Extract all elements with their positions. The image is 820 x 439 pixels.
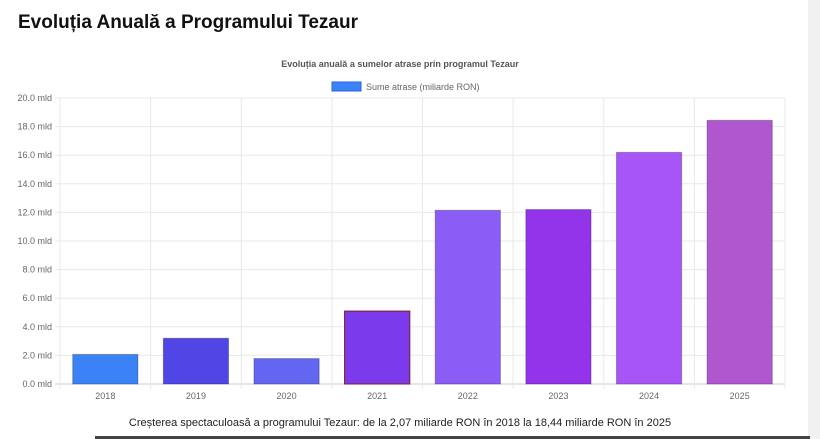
y-tick-label: 18.0 mld [17,122,52,132]
bar-2024 [615,151,683,385]
x-tick-label: 2023 [548,391,568,401]
x-tick-label: 2024 [639,391,659,401]
y-tick-label: 4.0 mld [22,322,52,332]
legend-label: Sume atrase (miliarde RON) [366,82,480,92]
x-tick-label: 2022 [458,391,478,401]
y-tick-label: 16.0 mld [17,150,52,160]
chart-caption: Creșterea spectaculoasă a programului Te… [128,417,672,429]
bar-2020 [253,358,320,385]
chart-title: Evoluția anuală a sumelor atrase prin pr… [281,59,519,69]
bar-2022 [434,209,501,385]
y-tick-label: 0.0 mld [22,379,52,389]
y-tick-label: 14.0 mld [17,179,52,189]
bar-2023 [525,209,592,385]
page-title: Evoluția Anuală a Programului Tezaur [18,12,358,33]
y-tick-label: 10.0 mld [17,236,52,246]
bar-2025 [706,119,773,385]
x-tick-label: 2020 [277,391,297,401]
bar-2018 [72,353,139,385]
y-tick-label: 12.0 mld [17,207,52,217]
x-tick-label: 2018 [95,391,115,401]
x-tick-label: 2025 [730,391,750,401]
scrollbar[interactable] [808,0,820,439]
y-tick-label: 2.0 mld [22,350,52,360]
bar-2021 [344,310,411,385]
y-tick-label: 6.0 mld [22,293,52,303]
y-tick-label: 8.0 mld [22,265,52,275]
y-tick-label: 20.0 mld [17,93,52,103]
x-tick-label: 2021 [367,391,387,401]
bar-2019 [162,337,230,385]
bar-chart: Evoluția anuală a sumelor atrase prin pr… [17,59,786,401]
x-tick-label: 2019 [186,391,206,401]
bottom-bar [95,436,810,439]
legend-swatch [331,81,362,92]
